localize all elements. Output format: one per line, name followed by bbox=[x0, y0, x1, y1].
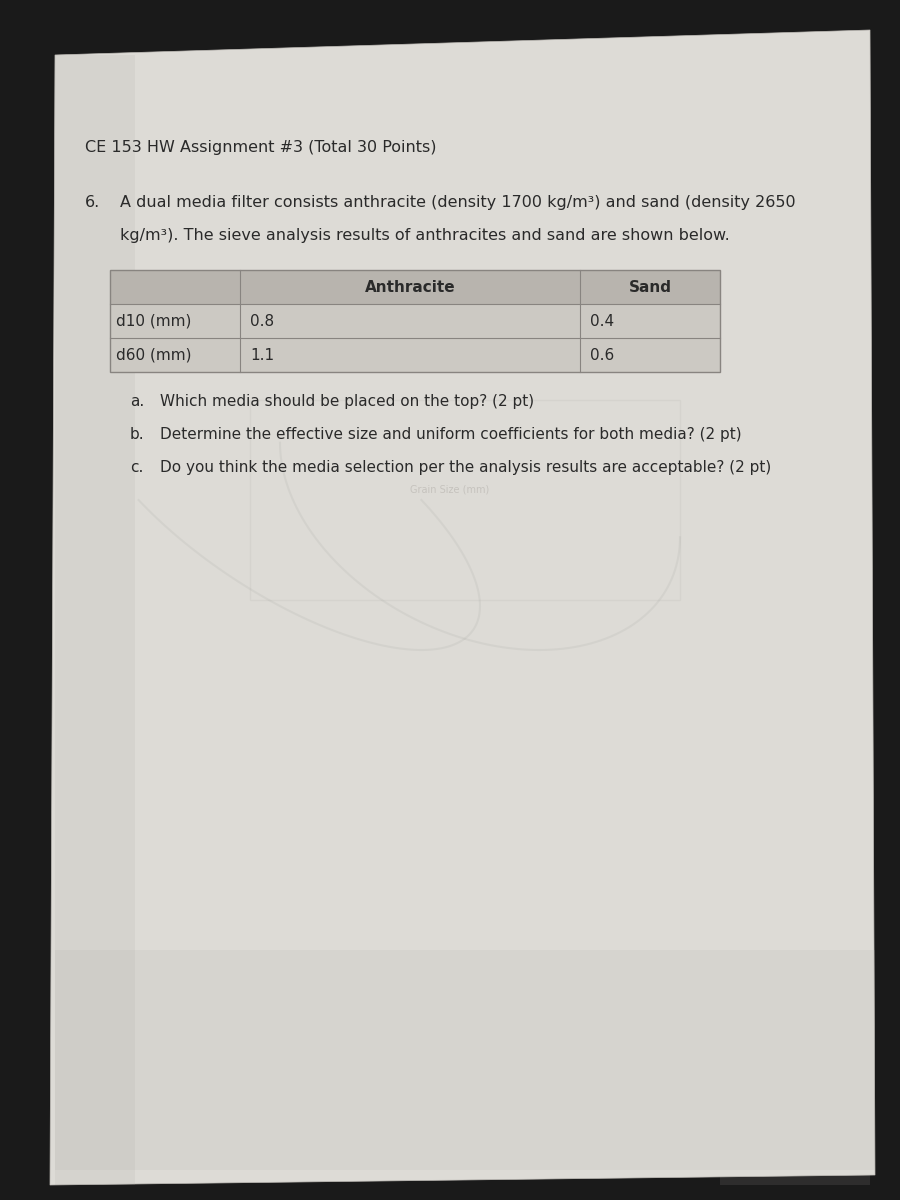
Bar bbox=[55, 950, 875, 1170]
Text: CE 153 HW Assignment #3 (Total 30 Points): CE 153 HW Assignment #3 (Total 30 Points… bbox=[85, 140, 436, 155]
Text: A dual media filter consists anthracite (density 1700 kg/m³) and sand (density 2: A dual media filter consists anthracite … bbox=[120, 194, 796, 210]
Text: 0.8: 0.8 bbox=[250, 313, 274, 329]
Text: 0.6: 0.6 bbox=[590, 348, 614, 362]
Text: d60 (mm): d60 (mm) bbox=[116, 348, 192, 362]
Text: Which media should be placed on the top? (2 pt): Which media should be placed on the top?… bbox=[160, 394, 534, 409]
Text: 1.1: 1.1 bbox=[250, 348, 274, 362]
Text: c.: c. bbox=[130, 460, 143, 475]
Polygon shape bbox=[50, 30, 875, 1186]
Text: Sand: Sand bbox=[628, 280, 671, 294]
Bar bbox=[720, 55, 870, 1186]
Text: Determine the effective size and uniform coefficients for both media? (2 pt): Determine the effective size and uniform… bbox=[160, 427, 742, 442]
Text: Grain Size (mm): Grain Size (mm) bbox=[410, 485, 490, 494]
Bar bbox=[110, 338, 720, 372]
Text: 0.4: 0.4 bbox=[590, 313, 614, 329]
Bar bbox=[110, 270, 720, 304]
Bar bbox=[110, 270, 720, 372]
Text: d10 (mm): d10 (mm) bbox=[116, 313, 192, 329]
Text: kg/m³). The sieve analysis results of anthracites and sand are shown below.: kg/m³). The sieve analysis results of an… bbox=[120, 228, 730, 242]
Text: b.: b. bbox=[130, 427, 145, 442]
Text: Do you think the media selection per the analysis results are acceptable? (2 pt): Do you think the media selection per the… bbox=[160, 460, 771, 475]
Bar bbox=[110, 304, 720, 338]
Text: a.: a. bbox=[130, 394, 144, 409]
Text: Anthracite: Anthracite bbox=[364, 280, 455, 294]
Text: 6.: 6. bbox=[85, 194, 100, 210]
Bar bbox=[55, 55, 135, 1186]
Bar bbox=[250, 400, 680, 600]
